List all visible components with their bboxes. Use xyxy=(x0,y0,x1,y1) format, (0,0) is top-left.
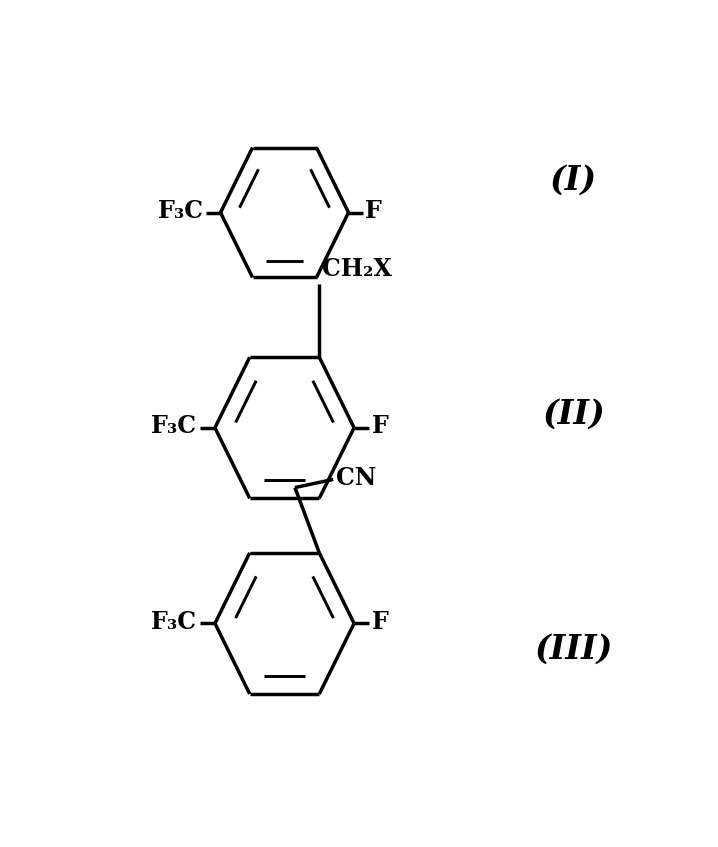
Text: (III): (III) xyxy=(535,633,613,666)
Text: F₃C: F₃C xyxy=(151,414,197,439)
Text: CN: CN xyxy=(336,466,376,490)
Text: (II): (II) xyxy=(543,398,605,431)
Text: (I): (I) xyxy=(550,163,597,197)
Text: F: F xyxy=(372,610,389,634)
Text: F: F xyxy=(365,199,382,224)
Text: F₃C: F₃C xyxy=(158,199,204,224)
Text: F: F xyxy=(372,414,389,439)
Text: CH₂X: CH₂X xyxy=(322,257,392,280)
Text: F₃C: F₃C xyxy=(151,610,197,634)
